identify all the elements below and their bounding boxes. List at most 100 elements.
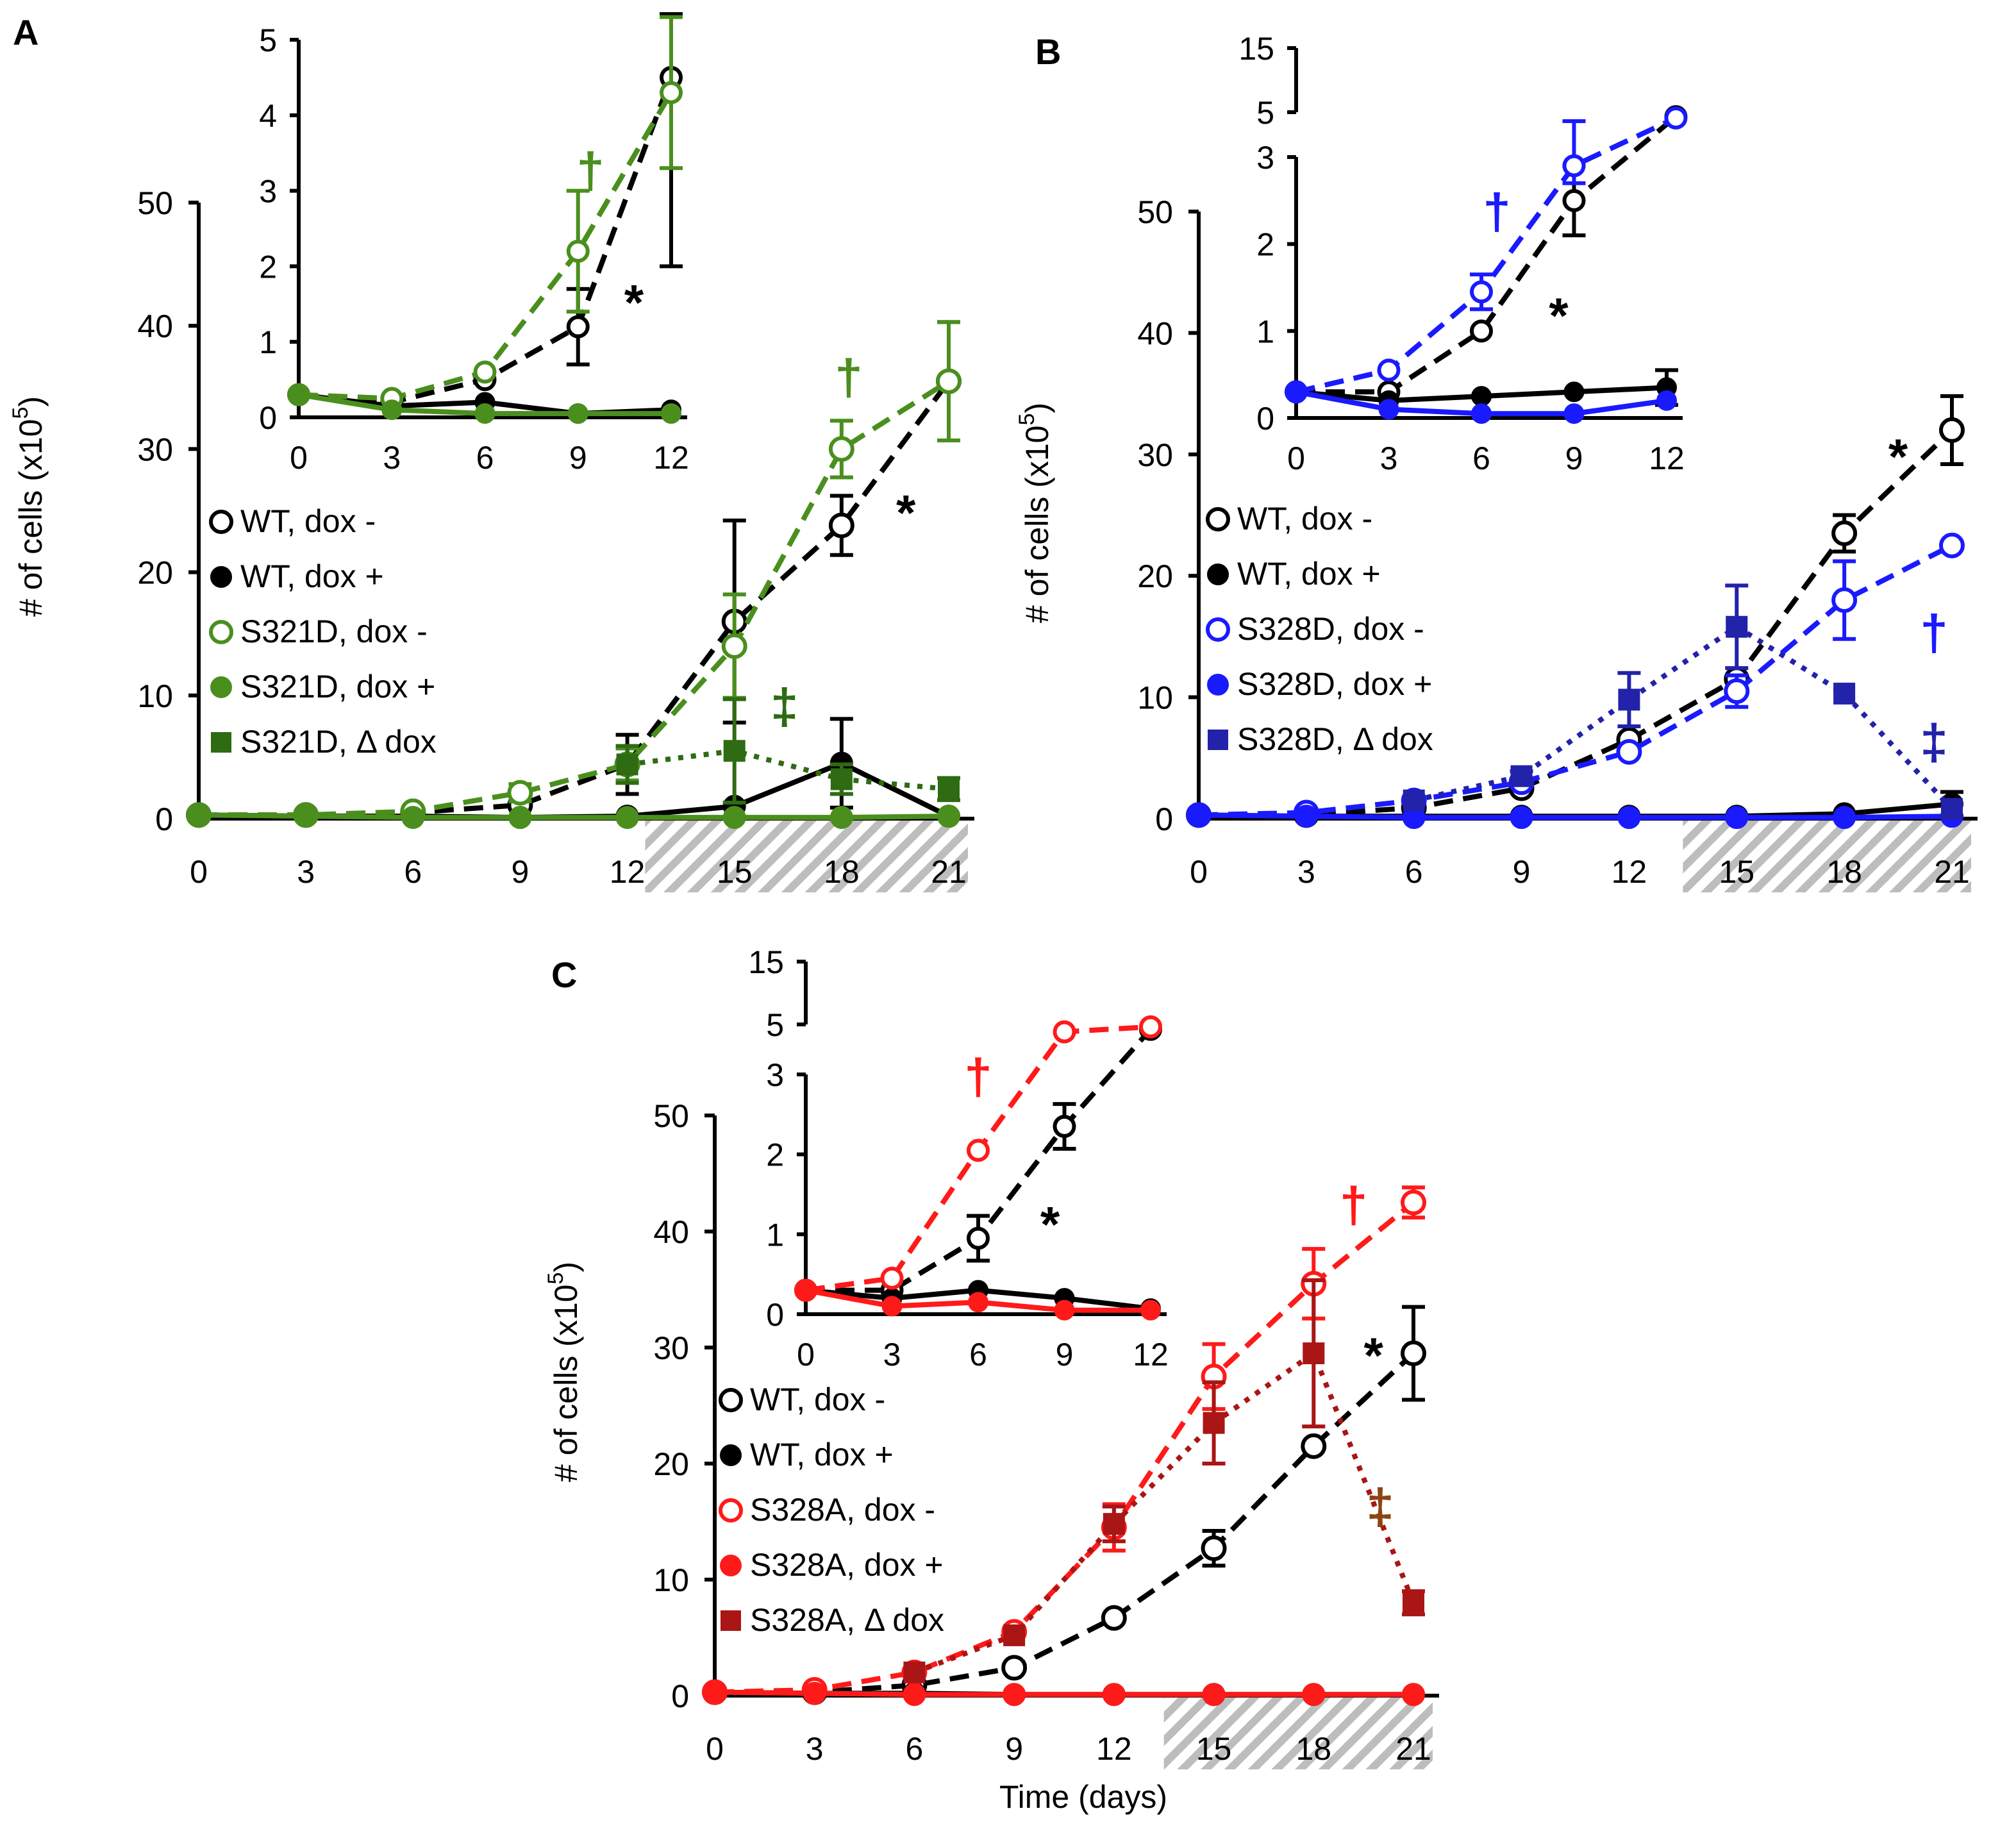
inset-data-point (880, 1266, 904, 1290)
legend-item: WT, dox - (209, 503, 376, 539)
inset-y-tick-label: 5 (259, 22, 277, 58)
legend-item: S328D, dox + (1207, 666, 1432, 702)
main-data-point (722, 806, 746, 830)
inset-data-point (1054, 1299, 1075, 1321)
main-data-point (937, 805, 960, 828)
main-data-point (1187, 803, 1210, 827)
y-tick-label: 40 (137, 308, 173, 344)
legend-marker (1206, 617, 1230, 642)
legend-item: WT, dox + (210, 558, 384, 594)
x-tick-label: 9 (1005, 1731, 1023, 1767)
inset-data-point (1664, 106, 1688, 129)
inset-x-tick-label: 6 (1472, 440, 1490, 476)
main-data-point (1203, 1412, 1225, 1434)
y-tick-label: 30 (137, 431, 173, 467)
legend-marker (209, 620, 233, 644)
inset-x-tick-label: 9 (1565, 440, 1583, 476)
legend-label: S321D, dox - (240, 614, 428, 649)
legend-item: S321D, dox - (209, 614, 428, 649)
main-data-point (1294, 805, 1318, 828)
main-data-point (828, 436, 854, 462)
legend-item: WT, dox + (720, 1437, 894, 1473)
legend-item: S328A, Δ dox (721, 1602, 944, 1638)
y-tick-label: 50 (137, 185, 173, 221)
main-data-point (1617, 806, 1641, 830)
main-data-point (903, 1661, 926, 1683)
inset-significance-mark: † (576, 142, 604, 198)
x-tick-label: 0 (190, 854, 208, 890)
main-series-line (627, 748, 949, 792)
inset-x-tick-label: 12 (653, 440, 689, 476)
y-tick-label: 0 (1155, 801, 1173, 837)
legend-marker (1207, 674, 1229, 696)
inset-data-point (566, 239, 590, 263)
inset-data-point (1139, 1015, 1162, 1039)
y-tick-label: 10 (137, 678, 173, 714)
main-data-point (1939, 417, 1965, 443)
x-tick-label: 21 (1395, 1731, 1431, 1767)
legend-item: S321D, dox + (210, 669, 435, 705)
inset-x-tick-label: 9 (569, 440, 587, 476)
inset-data-point (660, 81, 683, 104)
x-tick-label: 15 (1196, 1731, 1232, 1767)
inset-y-tick-label: 5 (1256, 95, 1274, 131)
significance-mark: † (1920, 604, 1947, 660)
inset-data-point (1286, 381, 1306, 403)
y-axis-label-sup: 5 (1015, 413, 1039, 426)
x-tick-label: 21 (1934, 854, 1970, 890)
main-series-line (1198, 543, 1953, 818)
x-tick-label: 3 (1297, 854, 1315, 890)
legend-marker (211, 732, 231, 753)
main-data-point (1833, 806, 1856, 830)
main-data-point (294, 805, 318, 828)
inset-y-tick-label: 1 (766, 1217, 784, 1253)
main-data-point (1101, 1605, 1127, 1631)
main-data-point (1941, 797, 1963, 820)
inset-x-tick-label: 0 (290, 440, 308, 476)
main-data-point (938, 778, 960, 800)
inset-x-tick-label: 12 (1649, 440, 1685, 476)
main-data-point (1103, 1513, 1125, 1535)
dox-removed-region (1683, 819, 1971, 892)
inset-x-tick-label: 3 (883, 1337, 901, 1373)
inset-significance-mark: † (1483, 183, 1510, 239)
inset-data-point (881, 1296, 903, 1317)
inset-data-point (1656, 390, 1677, 411)
main-data-point (1725, 806, 1749, 830)
inset-x-tick-label: 12 (1133, 1337, 1169, 1373)
main-data-point (1402, 1683, 1425, 1707)
main-data-point (1301, 1433, 1327, 1459)
x-tick-label: 21 (931, 854, 967, 890)
inset-data-point (1140, 1299, 1161, 1321)
main-series-line (913, 1349, 1416, 1675)
legend-marker (720, 1555, 742, 1576)
significance-mark: ‡ (1920, 714, 1947, 770)
main-data-point (1833, 682, 1856, 705)
y-tick-label: 50 (1137, 194, 1173, 230)
x-tick-label: 15 (717, 854, 753, 890)
legend-label: WT, dox + (750, 1437, 894, 1473)
inset-y-tick-label: 3 (259, 174, 277, 210)
y-tick-label: 20 (137, 555, 173, 591)
legend-item: S328D, dox - (1206, 611, 1424, 647)
main-data-point (1939, 532, 1965, 558)
main-data-point (828, 512, 854, 538)
inset-x-tick-label: 0 (1287, 440, 1305, 476)
x-tick-label: 18 (1295, 1731, 1331, 1767)
y-axis-label-sup: 5 (544, 1273, 568, 1285)
main-data-point (1618, 689, 1640, 711)
main-series-line (714, 1200, 1415, 1695)
main-data-point (721, 633, 747, 659)
main-data-point (1403, 1592, 1424, 1614)
main-data-point (703, 1680, 726, 1704)
inset-y-tick-label: 0 (766, 1297, 784, 1333)
main-data-point (830, 768, 853, 790)
inset-significance-mark: * (1040, 1196, 1060, 1253)
legend-marker (210, 676, 232, 698)
legend-item: WT, dox - (719, 1382, 885, 1417)
main-data-point (1726, 615, 1748, 638)
legend-marker (719, 1498, 743, 1523)
